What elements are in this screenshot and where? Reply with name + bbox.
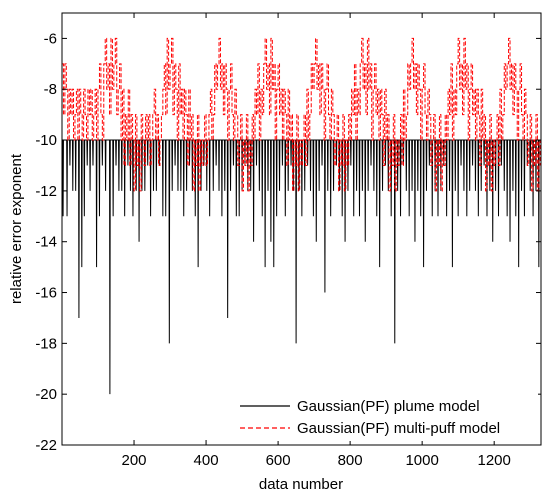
x-tick-label: 400	[194, 452, 219, 469]
plot-frame	[61, 12, 542, 446]
y-axis: -22 -20 -18 -16 -14 -12 -10 -8 -6	[35, 30, 541, 454]
legend-label-plume: Gaussian(PF) plume model	[297, 398, 480, 415]
y-tick-label: -6	[44, 30, 57, 47]
x-tick-label: 800	[338, 452, 363, 469]
x-axis: 200 400 600 800 1000 1200	[122, 13, 511, 469]
y-tick-label: -8	[44, 81, 57, 98]
x-tick-label: 200	[122, 452, 147, 469]
legend: Gaussian(PF) plume model Gaussian(PF) mu…	[232, 393, 538, 441]
y-axis-label: relative error exponent	[8, 153, 25, 304]
series-multi-puff-line	[62, 37, 541, 192]
x-tick-label: 1200	[477, 452, 510, 469]
series-multi-puff-model	[62, 37, 541, 192]
y-tick-label: -20	[35, 386, 57, 403]
legend-label-multi-puff: Gaussian(PF) multi-puff model	[297, 420, 500, 437]
y-tick-label: -16	[35, 285, 57, 302]
y-tick-label: -18	[35, 335, 57, 352]
x-axis-label: data number	[259, 476, 343, 493]
x-tick-label: 1000	[405, 452, 438, 469]
x-tick-label: 600	[266, 452, 291, 469]
y-tick-label: -22	[35, 437, 57, 454]
y-tick-label: -10	[35, 132, 57, 149]
y-tick-label: -14	[35, 234, 57, 251]
legend-box	[232, 393, 538, 441]
y-tick-label: -12	[35, 183, 57, 200]
